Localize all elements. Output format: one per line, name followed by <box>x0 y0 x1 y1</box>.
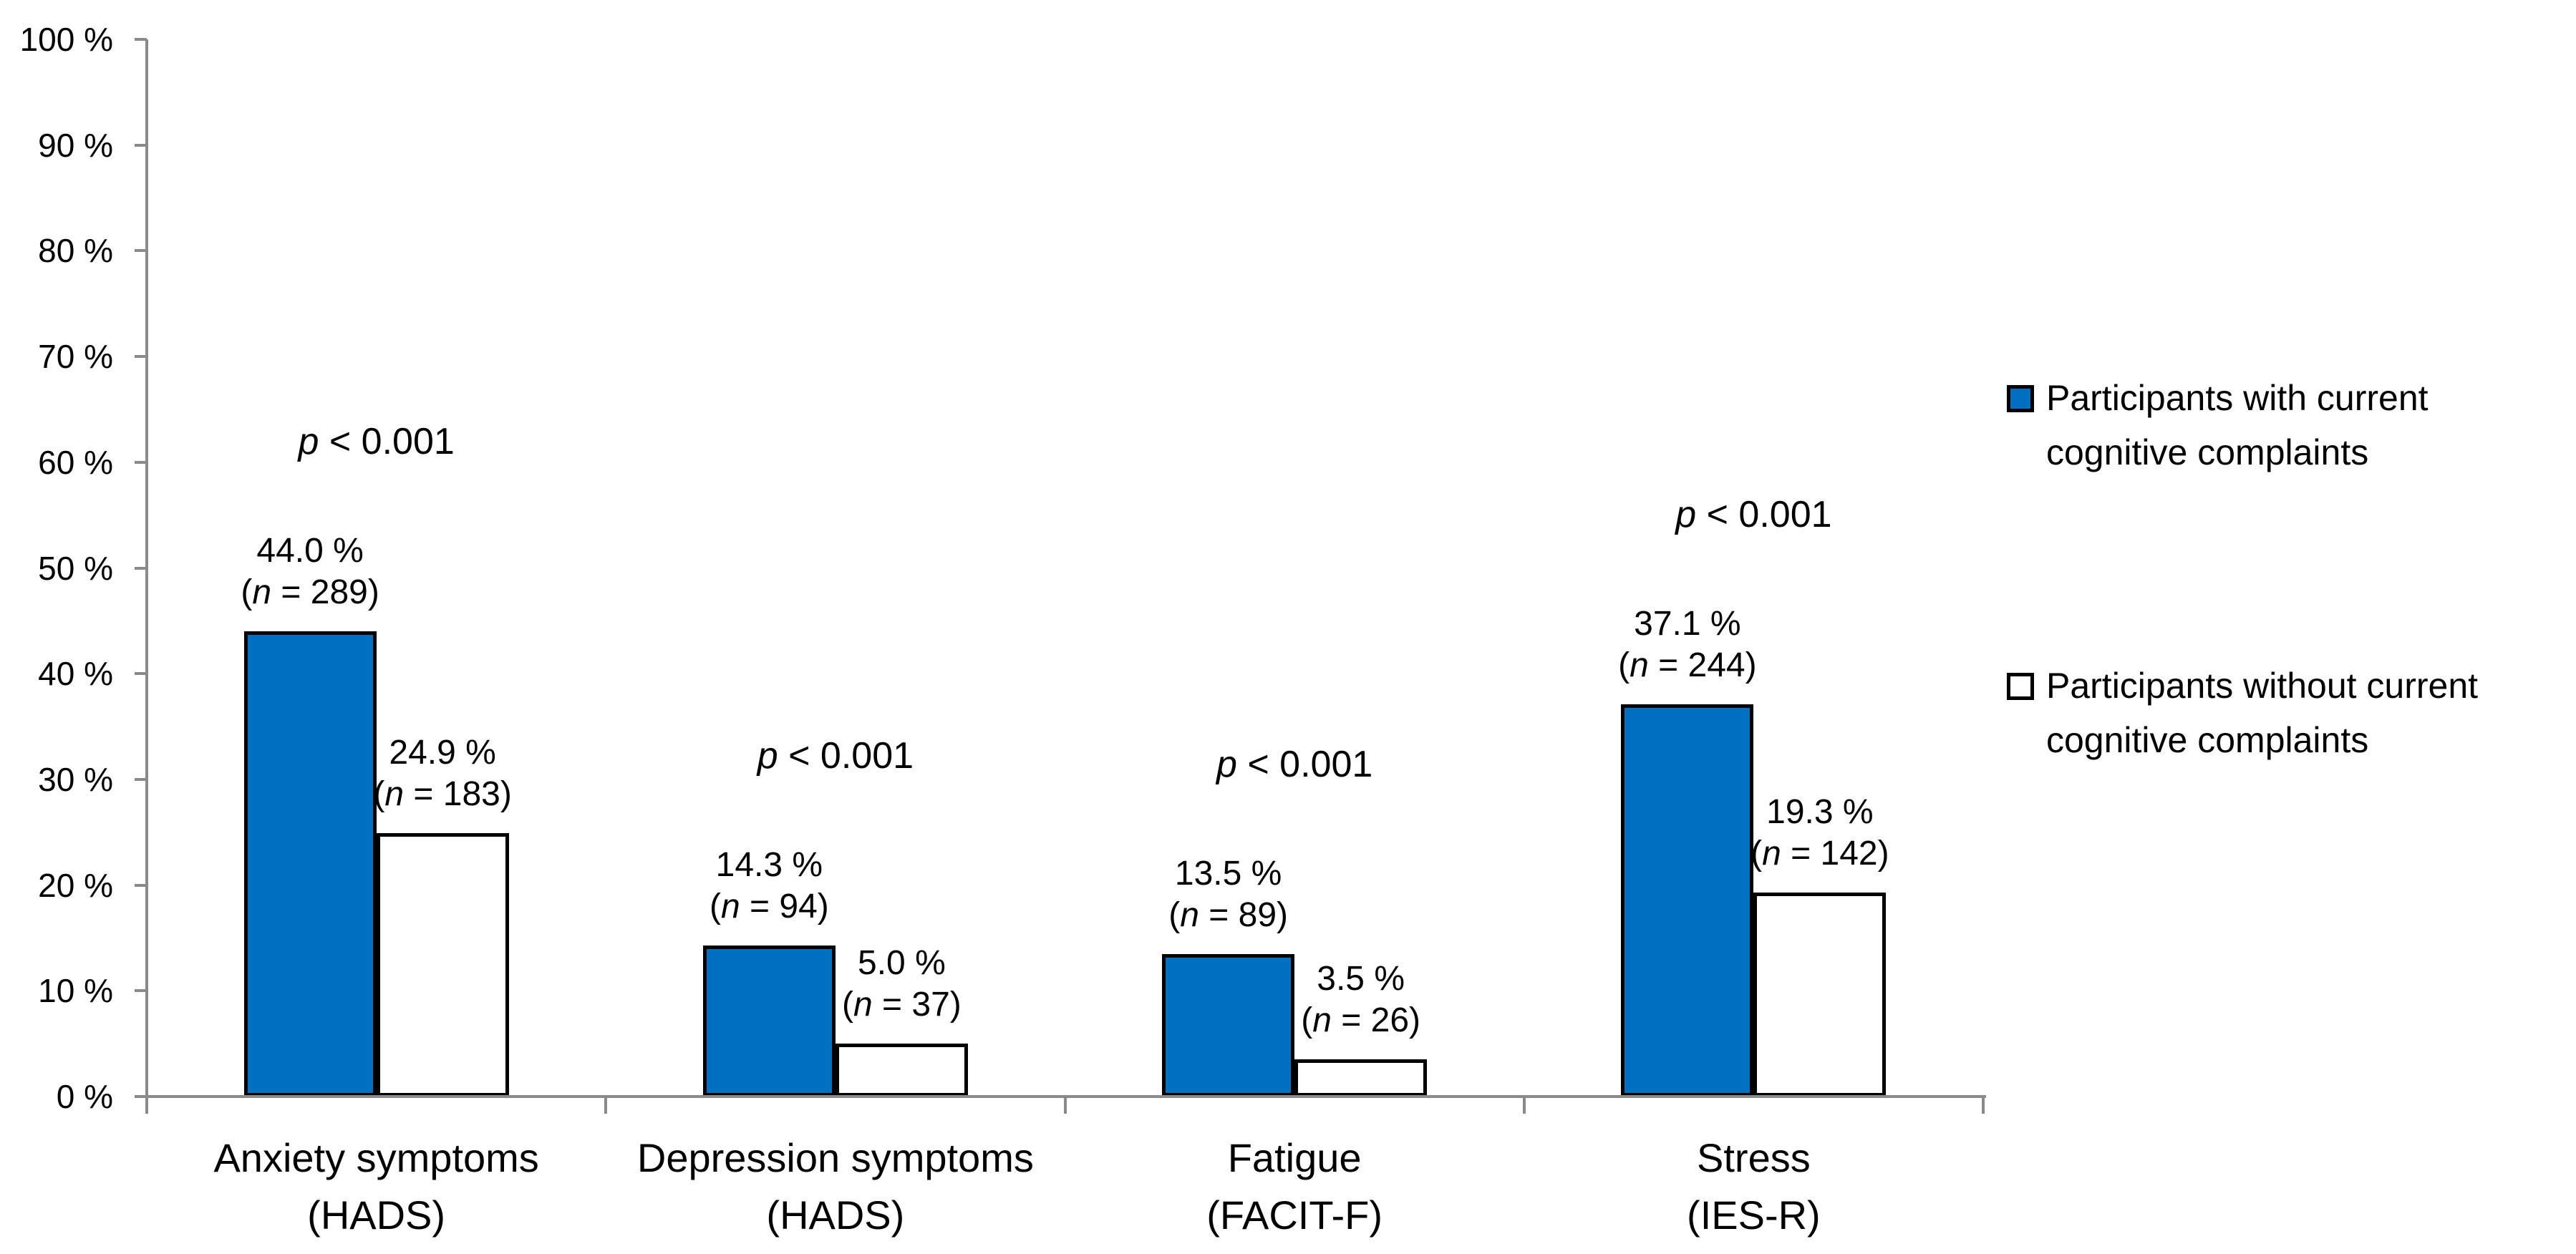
value-n-text: (n = 244) <box>1618 646 1757 685</box>
y-axis-tick-label: 30 % <box>38 760 113 798</box>
category-label: Depression symptoms (HADS) <box>606 1129 1065 1244</box>
bar-value-label: 44.0 % (n = 289) <box>131 530 489 613</box>
p-value-label: p < 0.001 <box>757 734 914 777</box>
legend-label-line1: Participants without current <box>2046 666 2479 706</box>
y-axis-tick-label: 100 % <box>19 21 113 58</box>
legend-label-line2: cognitive complaints <box>2046 432 2369 472</box>
y-axis-tick-label: 80 % <box>38 232 113 270</box>
category-label-line2: (HADS) <box>766 1192 905 1238</box>
bar-without <box>835 1044 968 1097</box>
x-axis-category-tick <box>1522 1097 1526 1114</box>
y-axis-tick-label: 10 % <box>38 972 113 1010</box>
x-axis-category-tick <box>604 1097 608 1114</box>
value-n-text: (n = 26) <box>1301 1001 1420 1040</box>
legend-label-line1: Participants with current <box>2046 378 2429 418</box>
y-axis-line <box>145 39 148 1114</box>
value-n-text: (n = 37) <box>841 986 962 1024</box>
category-label-line1: Fatigue <box>1227 1135 1362 1180</box>
value-n-text: (n = 289) <box>241 573 379 612</box>
plot-area: 44.0 % (n = 289) 24.9 % (n = 183) p < 0.001 1… <box>147 39 1983 1097</box>
value-percent-text: 37.1 % <box>1634 605 1741 643</box>
y-axis-tick-label: 40 % <box>38 655 113 693</box>
y-axis-tick <box>135 777 147 781</box>
y-axis-tick <box>135 249 147 253</box>
legend-label-line2: cognitive complaints <box>2046 720 2369 760</box>
x-axis-category-tick <box>145 1097 148 1114</box>
bar-with <box>243 631 377 1097</box>
bar-value-label: 19.3 % (n = 142) <box>1641 792 1999 875</box>
y-axis-tick <box>135 143 147 147</box>
y-axis-tick-label: 0 % <box>56 1078 113 1115</box>
y-axis-tick-label: 60 % <box>38 443 113 481</box>
category-label-line1: Depression symptoms <box>636 1135 1034 1180</box>
value-percent-text: 3.5 % <box>1317 960 1405 998</box>
bar-without <box>1294 1059 1428 1097</box>
value-n-text: (n = 183) <box>373 775 512 814</box>
y-axis-tick <box>135 566 147 570</box>
category-label-line2: (HADS) <box>307 1192 446 1238</box>
bar-with <box>1162 953 1295 1097</box>
y-axis-tick <box>135 1095 147 1098</box>
category-label: Anxiety symptoms (HADS) <box>147 1129 606 1244</box>
bar-without <box>1753 892 1887 1097</box>
value-n-text: (n = 89) <box>1168 895 1288 934</box>
y-axis-tick <box>135 883 147 887</box>
bar-value-label: 14.3 % (n = 94) <box>590 845 948 928</box>
bar-with <box>1621 704 1754 1097</box>
value-percent-text: 5.0 % <box>858 944 946 983</box>
x-axis-category-tick <box>1063 1097 1067 1114</box>
y-axis-tick-label: 90 % <box>38 126 113 164</box>
value-percent-text: 19.3 % <box>1766 792 1874 831</box>
x-axis-line <box>145 1095 1986 1098</box>
bar-with <box>702 945 836 1097</box>
p-value-label: p < 0.001 <box>298 421 455 463</box>
y-axis-tick <box>135 460 147 464</box>
legend-label: Participants without current cognitive co… <box>2046 658 2478 767</box>
y-axis-tick-label: 50 % <box>38 549 113 587</box>
y-axis-tick <box>135 672 147 676</box>
value-percent-text: 44.0 % <box>256 532 364 570</box>
value-percent-text: 13.5 % <box>1174 854 1282 893</box>
value-percent-text: 24.9 % <box>389 734 496 772</box>
p-value-label: p < 0.001 <box>1216 743 1373 785</box>
category-label: Stress (IES-R) <box>1524 1129 1983 1244</box>
y-axis-tick-label: 20 % <box>38 866 113 904</box>
bar-value-label: 5.0 % (n = 37) <box>722 943 1080 1026</box>
category-label-line1: Stress <box>1697 1135 1811 1180</box>
y-axis-tick-label: 70 % <box>38 338 113 376</box>
y-axis-tick <box>135 355 147 359</box>
category-label-line2: (FACIT-F) <box>1206 1192 1383 1238</box>
y-axis-tick <box>135 38 147 41</box>
value-percent-text: 14.3 % <box>715 845 823 884</box>
category-label-line1: Anxiety symptoms <box>213 1135 539 1180</box>
legend-label: Participants with current cognitive compl… <box>2046 371 2429 480</box>
category-label-line2: (IES-R) <box>1687 1192 1821 1238</box>
p-value-label: p < 0.001 <box>1675 494 1832 536</box>
bar-value-label: 37.1 % (n = 244) <box>1509 603 1866 686</box>
x-axis-category-tick <box>1982 1097 1985 1114</box>
value-n-text: (n = 94) <box>709 887 829 925</box>
bar-value-label: 24.9 % (n = 183) <box>263 732 621 815</box>
bar-value-label: 13.5 % (n = 89) <box>1050 853 1408 936</box>
legend-swatch-without-icon <box>2007 673 2034 700</box>
bar-value-label: 3.5 % (n = 26) <box>1182 958 1540 1041</box>
y-axis-tick <box>135 989 147 993</box>
category-label: Fatigue (FACIT-F) <box>1065 1129 1524 1244</box>
legend-swatch-with-icon <box>2007 385 2034 412</box>
bar-without <box>376 833 509 1097</box>
value-n-text: (n = 142) <box>1751 834 1889 873</box>
